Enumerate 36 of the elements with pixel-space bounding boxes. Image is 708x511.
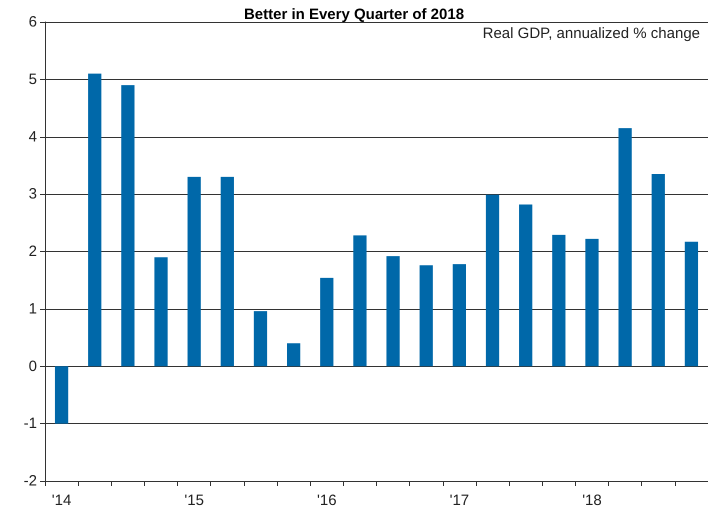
bar	[353, 235, 367, 366]
y-tick-label: 6	[28, 14, 37, 30]
x-tick-label: '17	[450, 492, 470, 509]
bar	[652, 174, 665, 366]
bar	[519, 204, 532, 366]
annotation: Real GDP, annualized % change	[482, 25, 700, 42]
y-tick-label: 0	[28, 358, 37, 375]
chart-title: Better in Every Quarter of 2018	[244, 6, 464, 23]
bar	[452, 264, 466, 366]
bar	[618, 128, 632, 366]
bar	[54, 366, 68, 424]
bar	[254, 311, 268, 366]
x-tick-label: '15	[184, 492, 204, 509]
y-tick-label: 3	[28, 186, 37, 203]
bar	[286, 343, 300, 366]
y-tick-label: -1	[24, 415, 37, 432]
bar	[220, 176, 234, 366]
bar	[585, 238, 599, 366]
bar	[552, 234, 566, 366]
bar	[320, 278, 334, 366]
y-tick-label: 4	[28, 128, 37, 146]
bar	[154, 257, 168, 366]
bar	[486, 194, 500, 366]
y-tick-label: -2	[24, 472, 37, 490]
bar	[420, 265, 433, 366]
y-tick-label: 2	[28, 243, 37, 260]
bar	[188, 176, 201, 366]
x-tick-label: '14	[52, 492, 72, 509]
bar	[88, 74, 102, 366]
x-tick-label: '16	[316, 492, 337, 509]
bar	[121, 85, 135, 366]
y-tick-label: 1	[28, 300, 37, 318]
bar	[684, 242, 698, 366]
bar	[386, 256, 400, 366]
y-tick-label: 5	[28, 70, 37, 88]
x-tick-label: '18	[582, 492, 602, 509]
